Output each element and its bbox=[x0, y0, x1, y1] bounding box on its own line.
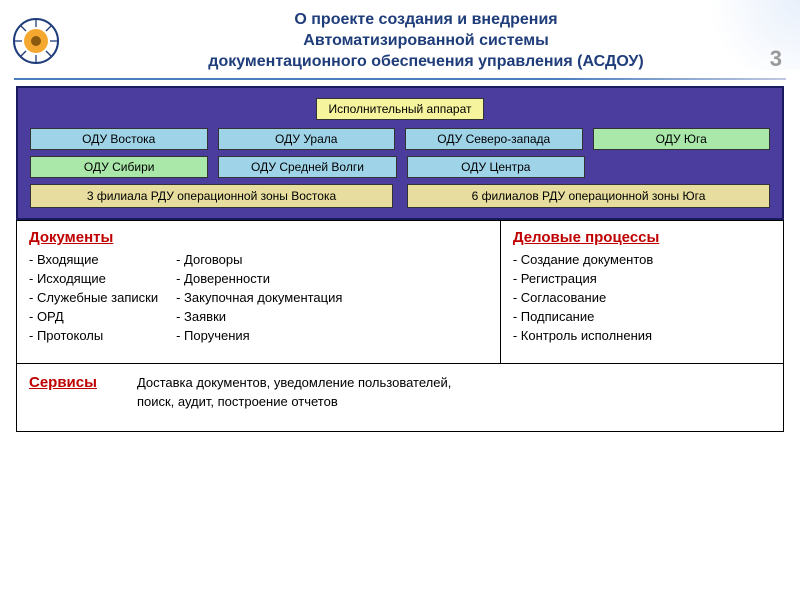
header-divider bbox=[14, 78, 786, 80]
list-item: - Протоколы bbox=[29, 328, 158, 343]
title-line-2: Автоматизированной системы bbox=[70, 31, 782, 52]
org-box-odu: ОДУ Центра bbox=[407, 156, 585, 178]
list-item: - Подписание bbox=[513, 309, 771, 324]
org-chart: Исполнительный аппарат ОДУ Востока ОДУ У… bbox=[16, 86, 784, 220]
list-item: - Поручения bbox=[176, 328, 342, 343]
documents-title: Документы bbox=[29, 229, 488, 246]
list-item: - Служебные записки bbox=[29, 290, 158, 305]
documents-col-a: - Входящие - Исходящие - Служебные запис… bbox=[29, 252, 158, 343]
org-box-rdu: 6 филиалов РДУ операционной зоны Юга bbox=[407, 184, 770, 208]
org-box-odu: ОДУ Юга bbox=[593, 128, 771, 150]
list-item: - Доверенности bbox=[176, 271, 342, 286]
org-row-1: ОДУ Востока ОДУ Урала ОДУ Северо-запада … bbox=[30, 128, 770, 150]
list-item: - Согласование bbox=[513, 290, 771, 305]
content-columns: Документы - Входящие - Исходящие - Служе… bbox=[16, 220, 784, 364]
org-box-odu: ОДУ Северо-запада bbox=[405, 128, 583, 150]
org-box-odu: ОДУ Средней Волги bbox=[218, 156, 396, 178]
list-item: - Исходящие bbox=[29, 271, 158, 286]
services-line-1: Доставка документов, уведомление пользов… bbox=[137, 374, 451, 392]
list-item: - Входящие bbox=[29, 252, 158, 267]
documents-col-b: - Договоры - Доверенности - Закупочная д… bbox=[176, 252, 342, 343]
org-row-rdu: 3 филиала РДУ операционной зоны Востока … bbox=[30, 184, 770, 208]
org-box-odu: ОДУ Востока bbox=[30, 128, 208, 150]
list-item: - Создание документов bbox=[513, 252, 771, 267]
title-line-1: О проекте создания и внедрения bbox=[70, 10, 782, 31]
list-item: - Договоры bbox=[176, 252, 342, 267]
list-item: - Заявки bbox=[176, 309, 342, 324]
header: О проекте создания и внедрения Автоматиз… bbox=[0, 0, 800, 78]
page-title: О проекте создания и внедрения Автоматиз… bbox=[70, 10, 782, 72]
org-box-rdu: 3 филиала РДУ операционной зоны Востока bbox=[30, 184, 393, 208]
org-box-odu: ОДУ Сибири bbox=[30, 156, 208, 178]
documents-panel: Документы - Входящие - Исходящие - Служе… bbox=[16, 220, 500, 364]
list-item: - Контроль исполнения bbox=[513, 328, 771, 343]
org-box-odu: ОДУ Урала bbox=[218, 128, 396, 150]
page-number: 3 bbox=[770, 46, 782, 72]
title-line-3: документационного обеспечения управления… bbox=[70, 52, 782, 73]
list-item: - Закупочная документация bbox=[176, 290, 342, 305]
services-title: Сервисы bbox=[29, 374, 97, 391]
services-panel: Сервисы Доставка документов, уведомление… bbox=[16, 364, 784, 431]
processes-panel: Деловые процессы - Создание документов -… bbox=[500, 220, 784, 364]
services-text: Доставка документов, уведомление пользов… bbox=[137, 374, 451, 410]
services-line-2: поиск, аудит, построение отчетов bbox=[137, 393, 451, 411]
org-top-row: Исполнительный аппарат bbox=[30, 98, 770, 120]
org-box-executive: Исполнительный аппарат bbox=[316, 98, 485, 120]
logo-icon bbox=[12, 17, 60, 65]
list-item: - ОРД bbox=[29, 309, 158, 324]
processes-title: Деловые процессы bbox=[513, 229, 771, 246]
list-item: - Регистрация bbox=[513, 271, 771, 286]
org-row-2: ОДУ Сибири ОДУ Средней Волги ОДУ Центра bbox=[30, 156, 770, 178]
